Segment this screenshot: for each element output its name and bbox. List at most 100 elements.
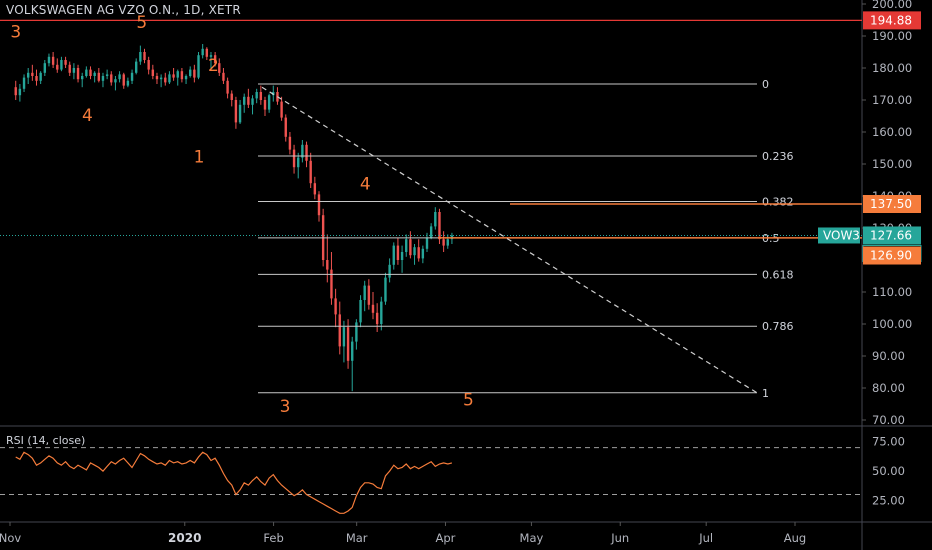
x-tick-label: Apr	[436, 531, 456, 545]
candle	[147, 56, 150, 75]
candle	[47, 53, 51, 67]
price-tag-orange-lower: 126.90	[863, 246, 921, 265]
candle-body	[255, 92, 258, 99]
candle-body	[363, 285, 366, 300]
candle	[184, 74, 188, 84]
candle-body	[26, 72, 30, 78]
candle-body	[234, 100, 238, 123]
candle	[259, 85, 263, 105]
candle-body	[60, 60, 63, 70]
candle	[122, 72, 125, 89]
wave-label: 3	[10, 23, 21, 43]
candle-body	[209, 55, 213, 57]
x-tick-label: Jul	[698, 531, 713, 545]
x-tick-label: Feb	[263, 531, 283, 545]
candle-body	[110, 74, 113, 83]
candle-body	[176, 71, 179, 78]
fib-level-label: 0.786	[762, 320, 794, 333]
candle	[76, 64, 80, 83]
rsi-tick-label: 75.00	[872, 435, 905, 449]
candle	[110, 71, 113, 86]
candle-body	[313, 183, 317, 195]
candle-body	[351, 341, 354, 361]
candle	[164, 72, 167, 86]
candle	[400, 245, 404, 273]
candle	[31, 64, 34, 81]
candle	[159, 74, 163, 88]
candle	[313, 176, 317, 200]
candle-body	[238, 104, 242, 123]
rsi-series-line	[15, 451, 453, 514]
candle	[280, 96, 283, 121]
candle-body	[417, 247, 420, 259]
candle-body	[222, 72, 225, 81]
candle	[105, 69, 109, 80]
candle-body	[263, 100, 267, 110]
price-tag-orange-upper-bg	[863, 195, 921, 213]
candle-body	[218, 63, 221, 73]
y-tick-label: 170.00	[872, 93, 912, 107]
x-tick-label: Aug	[784, 531, 806, 545]
candle	[43, 60, 47, 76]
y-tick-label: 90.00	[872, 349, 905, 363]
candle	[263, 96, 267, 116]
candle-body	[446, 239, 449, 246]
candle	[342, 320, 346, 363]
candle-body	[43, 63, 47, 73]
candle-body	[442, 239, 445, 246]
candle-body	[380, 301, 383, 324]
y-tick-label: 160.00	[872, 125, 912, 139]
candle	[64, 56, 67, 68]
wave-label: 3	[280, 397, 291, 417]
candle-body	[164, 77, 167, 83]
candle-body	[367, 285, 371, 305]
candle-body	[334, 298, 337, 315]
candle-body	[168, 74, 171, 83]
candle-body	[326, 260, 329, 270]
candle	[338, 301, 341, 355]
candle	[209, 52, 213, 68]
candle	[284, 114, 287, 142]
candle	[218, 58, 221, 76]
candle-body	[18, 88, 22, 96]
candle	[421, 245, 425, 264]
candle	[334, 288, 337, 328]
candle	[417, 239, 420, 262]
candle-body	[425, 237, 429, 249]
y-tick-label: 110.00	[872, 285, 912, 299]
candle-body	[85, 69, 88, 76]
candle	[201, 44, 204, 59]
candle-body	[267, 95, 271, 110]
candle-body	[405, 239, 408, 252]
candle-body	[135, 61, 138, 73]
candle	[234, 96, 238, 129]
candle	[309, 152, 312, 188]
candle	[363, 280, 366, 312]
chart-title: VOLKSWAGEN AG VZO O.N., 1D, XETR	[6, 3, 241, 17]
price-tag-orange-upper-text: 137.50	[870, 197, 912, 211]
candle-body	[396, 245, 400, 260]
candle	[22, 74, 26, 92]
candle-body	[172, 74, 175, 78]
y-tick-label: 100.00	[872, 317, 912, 331]
candle-body	[197, 55, 200, 78]
y-tick-label: 190.00	[872, 29, 912, 43]
candle-body	[155, 76, 159, 80]
candle	[68, 61, 71, 76]
candle-body	[193, 69, 196, 78]
candle	[305, 141, 308, 168]
wave-label: 2	[208, 56, 219, 76]
candle	[409, 231, 412, 259]
candle	[172, 68, 175, 81]
price-tag-resistance: 194.88	[863, 11, 921, 30]
candle	[118, 71, 121, 83]
candle-body	[205, 48, 209, 57]
candle-body	[39, 72, 42, 81]
candle-body	[80, 76, 84, 80]
candle	[213, 52, 217, 67]
candle-body	[297, 157, 300, 168]
candle-body	[143, 52, 146, 60]
candle	[14, 80, 17, 100]
price-tag-orange-lower-text: 126.90	[870, 249, 912, 263]
